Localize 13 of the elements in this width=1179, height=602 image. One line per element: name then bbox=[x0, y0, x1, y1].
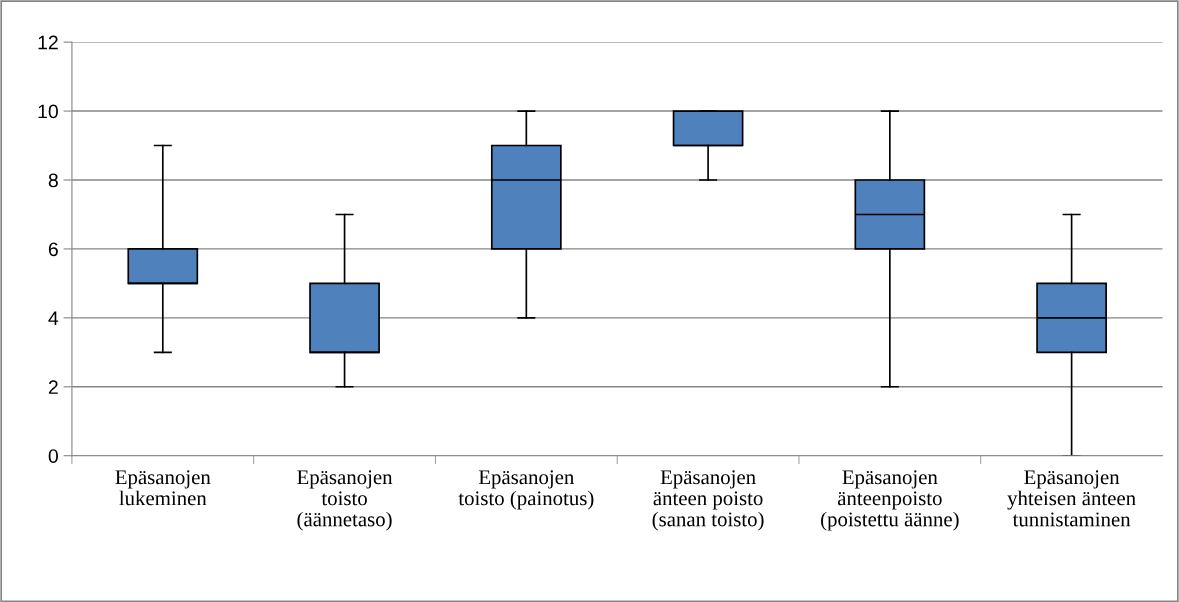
x-tick-label: Epäsanojen toisto (painotus) bbox=[458, 470, 594, 510]
y-tick-label: 12 bbox=[38, 35, 58, 50]
x-tick-label: Epäsanojen lukeminen bbox=[115, 470, 211, 506]
y-tick-label: 6 bbox=[48, 242, 58, 257]
y-tick-label: 4 bbox=[48, 311, 59, 325]
y-tick-label: 10 bbox=[38, 104, 58, 119]
y-tick-label: 2 bbox=[48, 380, 58, 394]
x-tick-label: Epäsanojen änteen poisto (sanan toisto) bbox=[652, 470, 764, 531]
x-tick-label: Epäsanojen toisto (äännetaso) bbox=[297, 470, 393, 531]
y-tick-label: 0 bbox=[48, 449, 58, 463]
x-tick-label: Epäsanojen yhteisen änteen tunnistaminen bbox=[1007, 470, 1136, 527]
y-tick-label: 8 bbox=[48, 173, 58, 188]
x-tick-label: Epäsanojen änteenpoisto (poistettu äänne) bbox=[821, 470, 959, 531]
